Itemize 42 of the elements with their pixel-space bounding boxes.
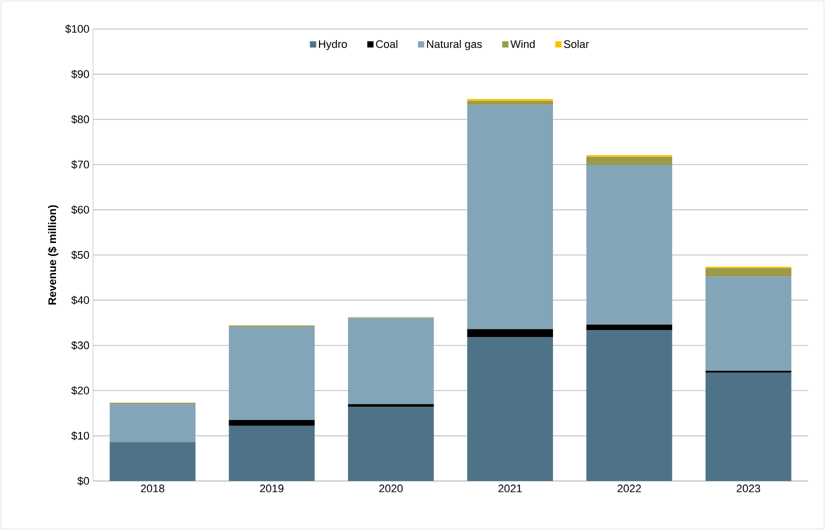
bar — [467, 104, 553, 330]
x-tick-label: 2023 — [736, 484, 760, 492]
bar — [348, 404, 434, 407]
bar — [586, 156, 672, 166]
x-tick-label: 2022 — [618, 484, 641, 492]
y-tick-label: $10 — [71, 431, 90, 440]
bar — [110, 442, 196, 481]
legend-label: Coal — [376, 40, 398, 48]
bar — [467, 329, 553, 338]
y-tick-label: $60 — [71, 205, 90, 214]
y-tick-label: $100 — [65, 24, 90, 34]
y-tick-label: $30 — [71, 340, 90, 350]
bar — [348, 318, 434, 404]
y-tick-label: $0 — [77, 476, 90, 486]
legend-label: Natural gas — [427, 40, 482, 50]
x-tick-label: 2021 — [498, 484, 522, 492]
x-tick-label: 2019 — [260, 484, 284, 492]
bar — [586, 324, 672, 330]
y-tick-label: $90 — [71, 70, 90, 79]
x-tick-label: 2020 — [379, 484, 403, 492]
bar — [706, 268, 792, 277]
y-tick-label: $50 — [71, 250, 90, 260]
legend-label: Hydro — [319, 40, 347, 50]
bar — [706, 372, 792, 481]
y-tick-label: $80 — [71, 114, 90, 124]
bar — [228, 426, 315, 481]
bar — [228, 326, 315, 420]
bar — [110, 404, 196, 442]
y-tick-label: $40 — [71, 296, 90, 305]
legend-label: Solar — [564, 40, 589, 48]
bar — [706, 276, 792, 371]
bar — [467, 100, 553, 105]
bar — [467, 337, 553, 481]
y-axis-title: Revenue ($ million) — [48, 205, 58, 304]
bar — [228, 420, 315, 426]
legend-label: Wind — [510, 40, 535, 48]
bar — [586, 330, 672, 481]
bar — [348, 406, 434, 481]
x-tick-label: 2018 — [140, 484, 164, 492]
y-tick-label: $20 — [71, 386, 90, 396]
bar — [586, 165, 672, 325]
y-tick-label: $70 — [71, 160, 90, 170]
